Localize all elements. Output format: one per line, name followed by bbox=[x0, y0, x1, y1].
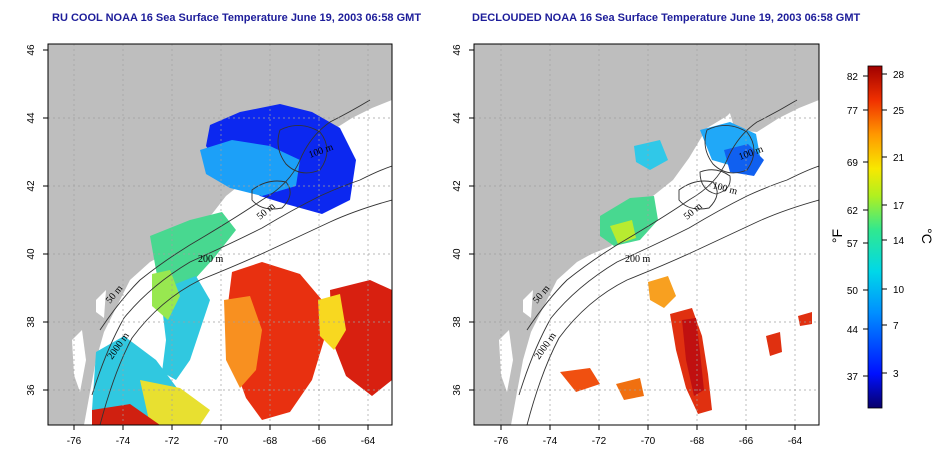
sst-south-red bbox=[92, 404, 160, 425]
sst-gulfstream-core bbox=[682, 318, 704, 396]
right-lat-tick: 42 bbox=[452, 180, 463, 192]
land-mass bbox=[48, 44, 392, 425]
left-contour-label: 200 m bbox=[198, 254, 224, 265]
left-lon-tick: -70 bbox=[214, 436, 229, 447]
delaware-water bbox=[96, 290, 106, 318]
contour-2000m bbox=[99, 199, 392, 425]
right-map-panel: 50 m 200 m 50 m 2000 m 100 m 100 m -76 -… bbox=[452, 43, 820, 447]
left-lat-tick: 38 bbox=[26, 316, 37, 328]
colorbar-f-tick: 37 bbox=[847, 372, 859, 383]
colorbar-c-tick: 17 bbox=[893, 201, 905, 212]
colorbar-c-tick: 10 bbox=[893, 285, 905, 296]
left-grid-lines bbox=[48, 44, 392, 425]
sst-east-red bbox=[330, 280, 392, 396]
contour-2000m bbox=[526, 199, 819, 425]
colorbar-tick-marks bbox=[863, 73, 887, 377]
colorbar-f-tick: 62 bbox=[847, 206, 859, 217]
sst-east-yellow bbox=[318, 294, 346, 350]
contour-basin bbox=[704, 125, 755, 174]
right-grid-lines bbox=[474, 44, 819, 425]
contour-50m bbox=[99, 99, 371, 331]
sst-shelf-yellowgreen bbox=[610, 220, 636, 244]
land-mass bbox=[474, 44, 819, 425]
contour-basin bbox=[277, 125, 328, 174]
sst-south-spots2 bbox=[616, 378, 644, 400]
left-lat-tick: 46 bbox=[26, 44, 37, 56]
colorbar-c-tick: 25 bbox=[893, 106, 905, 117]
right-lat-tick: 36 bbox=[452, 384, 463, 396]
contour-georges bbox=[678, 180, 718, 210]
left-lon-tick: -66 bbox=[312, 436, 327, 447]
colorbar-ramp bbox=[867, 65, 883, 409]
right-lon-tick: -72 bbox=[592, 436, 607, 447]
sst-east-red-patch2 bbox=[798, 312, 812, 326]
left-map-panel: 50 m 200 m 50 m 2000 m 100 m -76 -74 -72… bbox=[26, 43, 393, 447]
right-lon-tick: -76 bbox=[494, 436, 509, 447]
colorbar-f-tick: 57 bbox=[847, 239, 859, 250]
contour-200m bbox=[518, 165, 819, 396]
right-lon-tick: -74 bbox=[543, 436, 558, 447]
left-lon-tick: -68 bbox=[263, 436, 278, 447]
temperature-colorbar: 82 77 69 62 57 50 44 37 28 25 21 17 14 1… bbox=[829, 65, 935, 409]
left-lat-tick: 40 bbox=[26, 248, 37, 260]
colorbar-c-tick: 21 bbox=[893, 153, 905, 164]
chesapeake-water bbox=[72, 330, 86, 392]
left-lat-tick: 42 bbox=[26, 180, 37, 192]
unit-celsius: °C bbox=[919, 228, 935, 244]
right-lon-tick: -66 bbox=[739, 436, 754, 447]
sst-coastal-cyan bbox=[634, 140, 668, 170]
contour-georges bbox=[251, 180, 291, 210]
left-plot-frame bbox=[47, 43, 393, 426]
left-panel-title: RU COOL NOAA 16 Sea Surface Temperature … bbox=[52, 12, 422, 24]
right-lat-tick: 46 bbox=[452, 44, 463, 56]
left-lon-tick: -64 bbox=[361, 436, 376, 447]
nova-scotia-land bbox=[302, 64, 392, 132]
right-lon-tick: -70 bbox=[641, 436, 656, 447]
right-contour-label: 200 m bbox=[625, 254, 651, 265]
right-plot-frame bbox=[473, 43, 820, 426]
contour-50m bbox=[526, 99, 798, 331]
nova-scotia-land bbox=[729, 64, 819, 132]
left-lat-tick: 36 bbox=[26, 384, 37, 396]
sst-south-yellow bbox=[140, 380, 210, 425]
contour-basin-inner bbox=[699, 169, 731, 195]
right-lat-tick: 44 bbox=[452, 112, 463, 124]
sst-east-red-patch bbox=[766, 332, 782, 356]
colorbar-f-tick: 44 bbox=[847, 325, 859, 336]
sst-gulf-maine-cyan bbox=[200, 140, 300, 196]
colorbar-f-tick: 82 bbox=[847, 72, 859, 83]
right-tick-marks bbox=[469, 49, 796, 430]
left-tick-marks bbox=[43, 49, 369, 430]
left-lat-tick: 44 bbox=[26, 112, 37, 124]
colorbar-f-tick: 77 bbox=[847, 106, 859, 117]
chesapeake-water bbox=[499, 330, 513, 392]
colorbar-f-tick: 50 bbox=[847, 286, 859, 297]
colorbar-c-tick: 3 bbox=[893, 369, 899, 380]
left-lon-tick: -72 bbox=[165, 436, 180, 447]
delaware-water bbox=[523, 290, 533, 318]
contour-200m bbox=[91, 165, 392, 396]
sst-ring-orange bbox=[648, 276, 676, 308]
colorbar-f-tick: 69 bbox=[847, 158, 859, 169]
colorbar-c-tick: 14 bbox=[893, 236, 905, 247]
right-lat-tick: 38 bbox=[452, 316, 463, 328]
right-lon-tick: -68 bbox=[690, 436, 705, 447]
left-lon-tick: -74 bbox=[116, 436, 131, 447]
right-lat-tick: 40 bbox=[452, 248, 463, 260]
sst-south-spots bbox=[560, 368, 600, 392]
unit-fahrenheit: °F bbox=[829, 229, 845, 243]
right-panel-title: DECLOUDED NOAA 16 Sea Surface Temperatur… bbox=[472, 12, 861, 24]
left-lon-tick: -76 bbox=[67, 436, 82, 447]
sst-gulfstream-orange bbox=[224, 296, 262, 388]
colorbar-c-tick: 7 bbox=[893, 321, 899, 332]
right-lon-tick: -64 bbox=[788, 436, 803, 447]
colorbar-c-tick: 28 bbox=[893, 70, 905, 81]
